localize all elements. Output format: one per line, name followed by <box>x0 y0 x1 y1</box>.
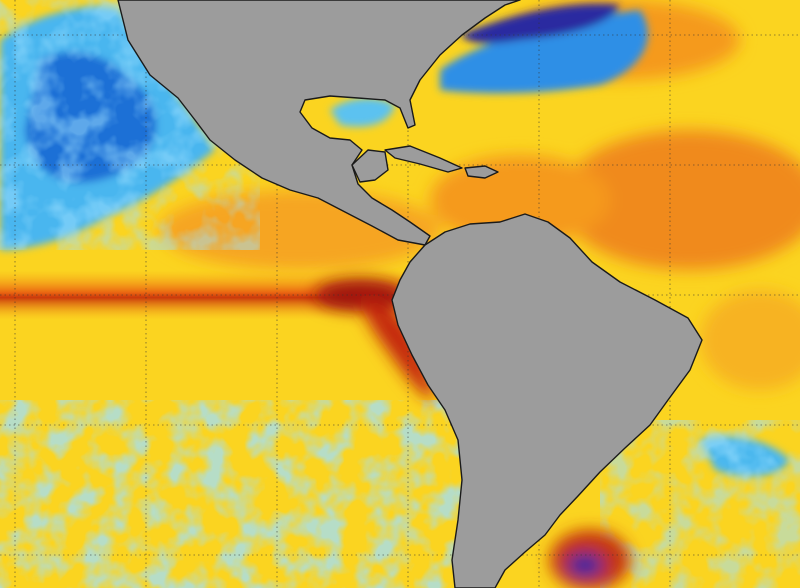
south-atlantic-mottle <box>600 420 800 588</box>
hispaniola <box>464 165 499 179</box>
south-america <box>391 213 703 588</box>
north-america <box>117 0 521 246</box>
cuba <box>384 145 463 173</box>
yucatan <box>351 149 389 183</box>
southern-mottle <box>0 400 470 588</box>
coastal-warming <box>315 279 630 588</box>
